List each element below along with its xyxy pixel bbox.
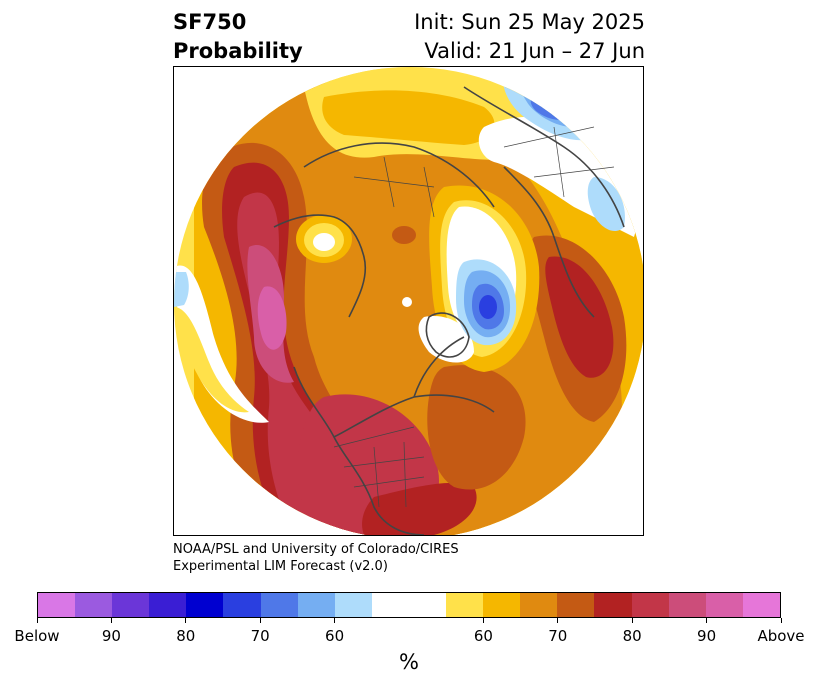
border-asia xyxy=(503,126,615,198)
colorbar-swatch xyxy=(112,593,150,617)
forecast-dates: Init: Sun 25 May 2025 Valid: 21 Jun – 27… xyxy=(300,8,645,66)
colorbar-swatch xyxy=(38,593,76,617)
init-date: Init: Sun 25 May 2025 xyxy=(414,10,645,34)
coast-north-america xyxy=(293,336,495,535)
shade-burnt-patch xyxy=(392,226,416,244)
shade-pink-west xyxy=(257,286,287,350)
colorbar-swatch xyxy=(705,593,743,617)
credit-line-1: NOAA/PSL and University of Colorado/CIRE… xyxy=(173,542,459,557)
colorbar-tick-mark xyxy=(557,618,559,623)
colorbar-tick-label: 80 xyxy=(176,627,196,645)
colorbar-swatch xyxy=(557,593,595,617)
colorbar-swatch xyxy=(483,593,521,617)
credit-line-2: Experimental LIM Forecast (v2.0) xyxy=(173,559,388,574)
colorbar-tick-mark xyxy=(780,618,782,623)
coast-alaska xyxy=(273,214,367,318)
probability-field xyxy=(174,67,643,535)
shade-red-south xyxy=(362,482,477,535)
colorbar-tick-label: 90 xyxy=(697,627,717,645)
filled-contours xyxy=(174,67,643,535)
colorbar-tick-mark xyxy=(706,618,708,623)
colorbar-tick-mark xyxy=(482,618,484,623)
shade-white-dot xyxy=(402,297,412,307)
colorbar-tick-mark xyxy=(185,618,187,623)
colorbar-swatch xyxy=(75,593,113,617)
colorbar-swatch xyxy=(223,593,261,617)
colorbar-tick-label: 60 xyxy=(473,627,493,645)
colorbar-swatch xyxy=(334,593,372,617)
border-russia xyxy=(353,156,435,218)
valid-range: Valid: 21 Jun – 27 Jun xyxy=(424,39,645,63)
title-line-1: SF750 xyxy=(173,10,247,34)
coast-asia xyxy=(463,86,625,228)
colorbar-swatch xyxy=(742,593,780,617)
colorbar-unit: % xyxy=(399,650,419,674)
colorbar-tick-label: 80 xyxy=(622,627,642,645)
colorbar-swatch xyxy=(297,593,335,617)
shade-white-alaska xyxy=(313,233,335,251)
colorbar-swatch xyxy=(631,593,669,617)
colorbar-swatch xyxy=(668,593,706,617)
credit-text: NOAA/PSL and University of Colorado/CIRE… xyxy=(173,541,459,575)
coast-europe xyxy=(503,166,595,318)
coastlines xyxy=(273,86,625,535)
border-us-states xyxy=(343,441,425,508)
colorbar xyxy=(37,592,781,618)
colorbar-swatch xyxy=(594,593,632,617)
shade-white-canada xyxy=(418,316,474,363)
shade-yellow-pacific xyxy=(174,307,249,413)
colorbar-tick-mark xyxy=(36,618,38,623)
title-line-2: Probability xyxy=(173,39,303,63)
coast-greenland xyxy=(425,312,470,358)
borders xyxy=(333,126,615,508)
colorbar-swatch xyxy=(446,593,484,617)
polar-map xyxy=(173,66,644,536)
shade-white-pacific xyxy=(174,265,269,423)
colorbar-tick-label: Above xyxy=(757,627,805,645)
colorbar-swatch xyxy=(371,593,447,617)
colorbar-tick-mark xyxy=(110,618,112,623)
colorbar-swatch xyxy=(149,593,187,617)
colorbar-swatch xyxy=(186,593,224,617)
shade-lightblue-west xyxy=(174,272,189,307)
coast-siberia xyxy=(303,142,495,208)
colorbar-tick-mark xyxy=(334,618,336,623)
shade-gold-north xyxy=(322,90,495,145)
colorbar-tick-mark xyxy=(259,618,261,623)
border-canada-us xyxy=(333,426,415,448)
colorbar-tick-mark xyxy=(631,618,633,623)
chart-title: SF750 Probability xyxy=(173,8,303,66)
shade-red-east xyxy=(545,256,614,378)
colorbar-tick-label: 90 xyxy=(101,627,121,645)
colorbar-swatch xyxy=(260,593,298,617)
shade-deepblue-center xyxy=(479,295,497,319)
colorbar-tick-label: 70 xyxy=(548,627,568,645)
colorbar-swatch xyxy=(520,593,558,617)
colorbar-tick-label: 70 xyxy=(250,627,270,645)
colorbar-tick-label: Below xyxy=(14,627,60,645)
shade-lightblue-east xyxy=(587,177,625,232)
colorbar-tick-label: 60 xyxy=(325,627,345,645)
